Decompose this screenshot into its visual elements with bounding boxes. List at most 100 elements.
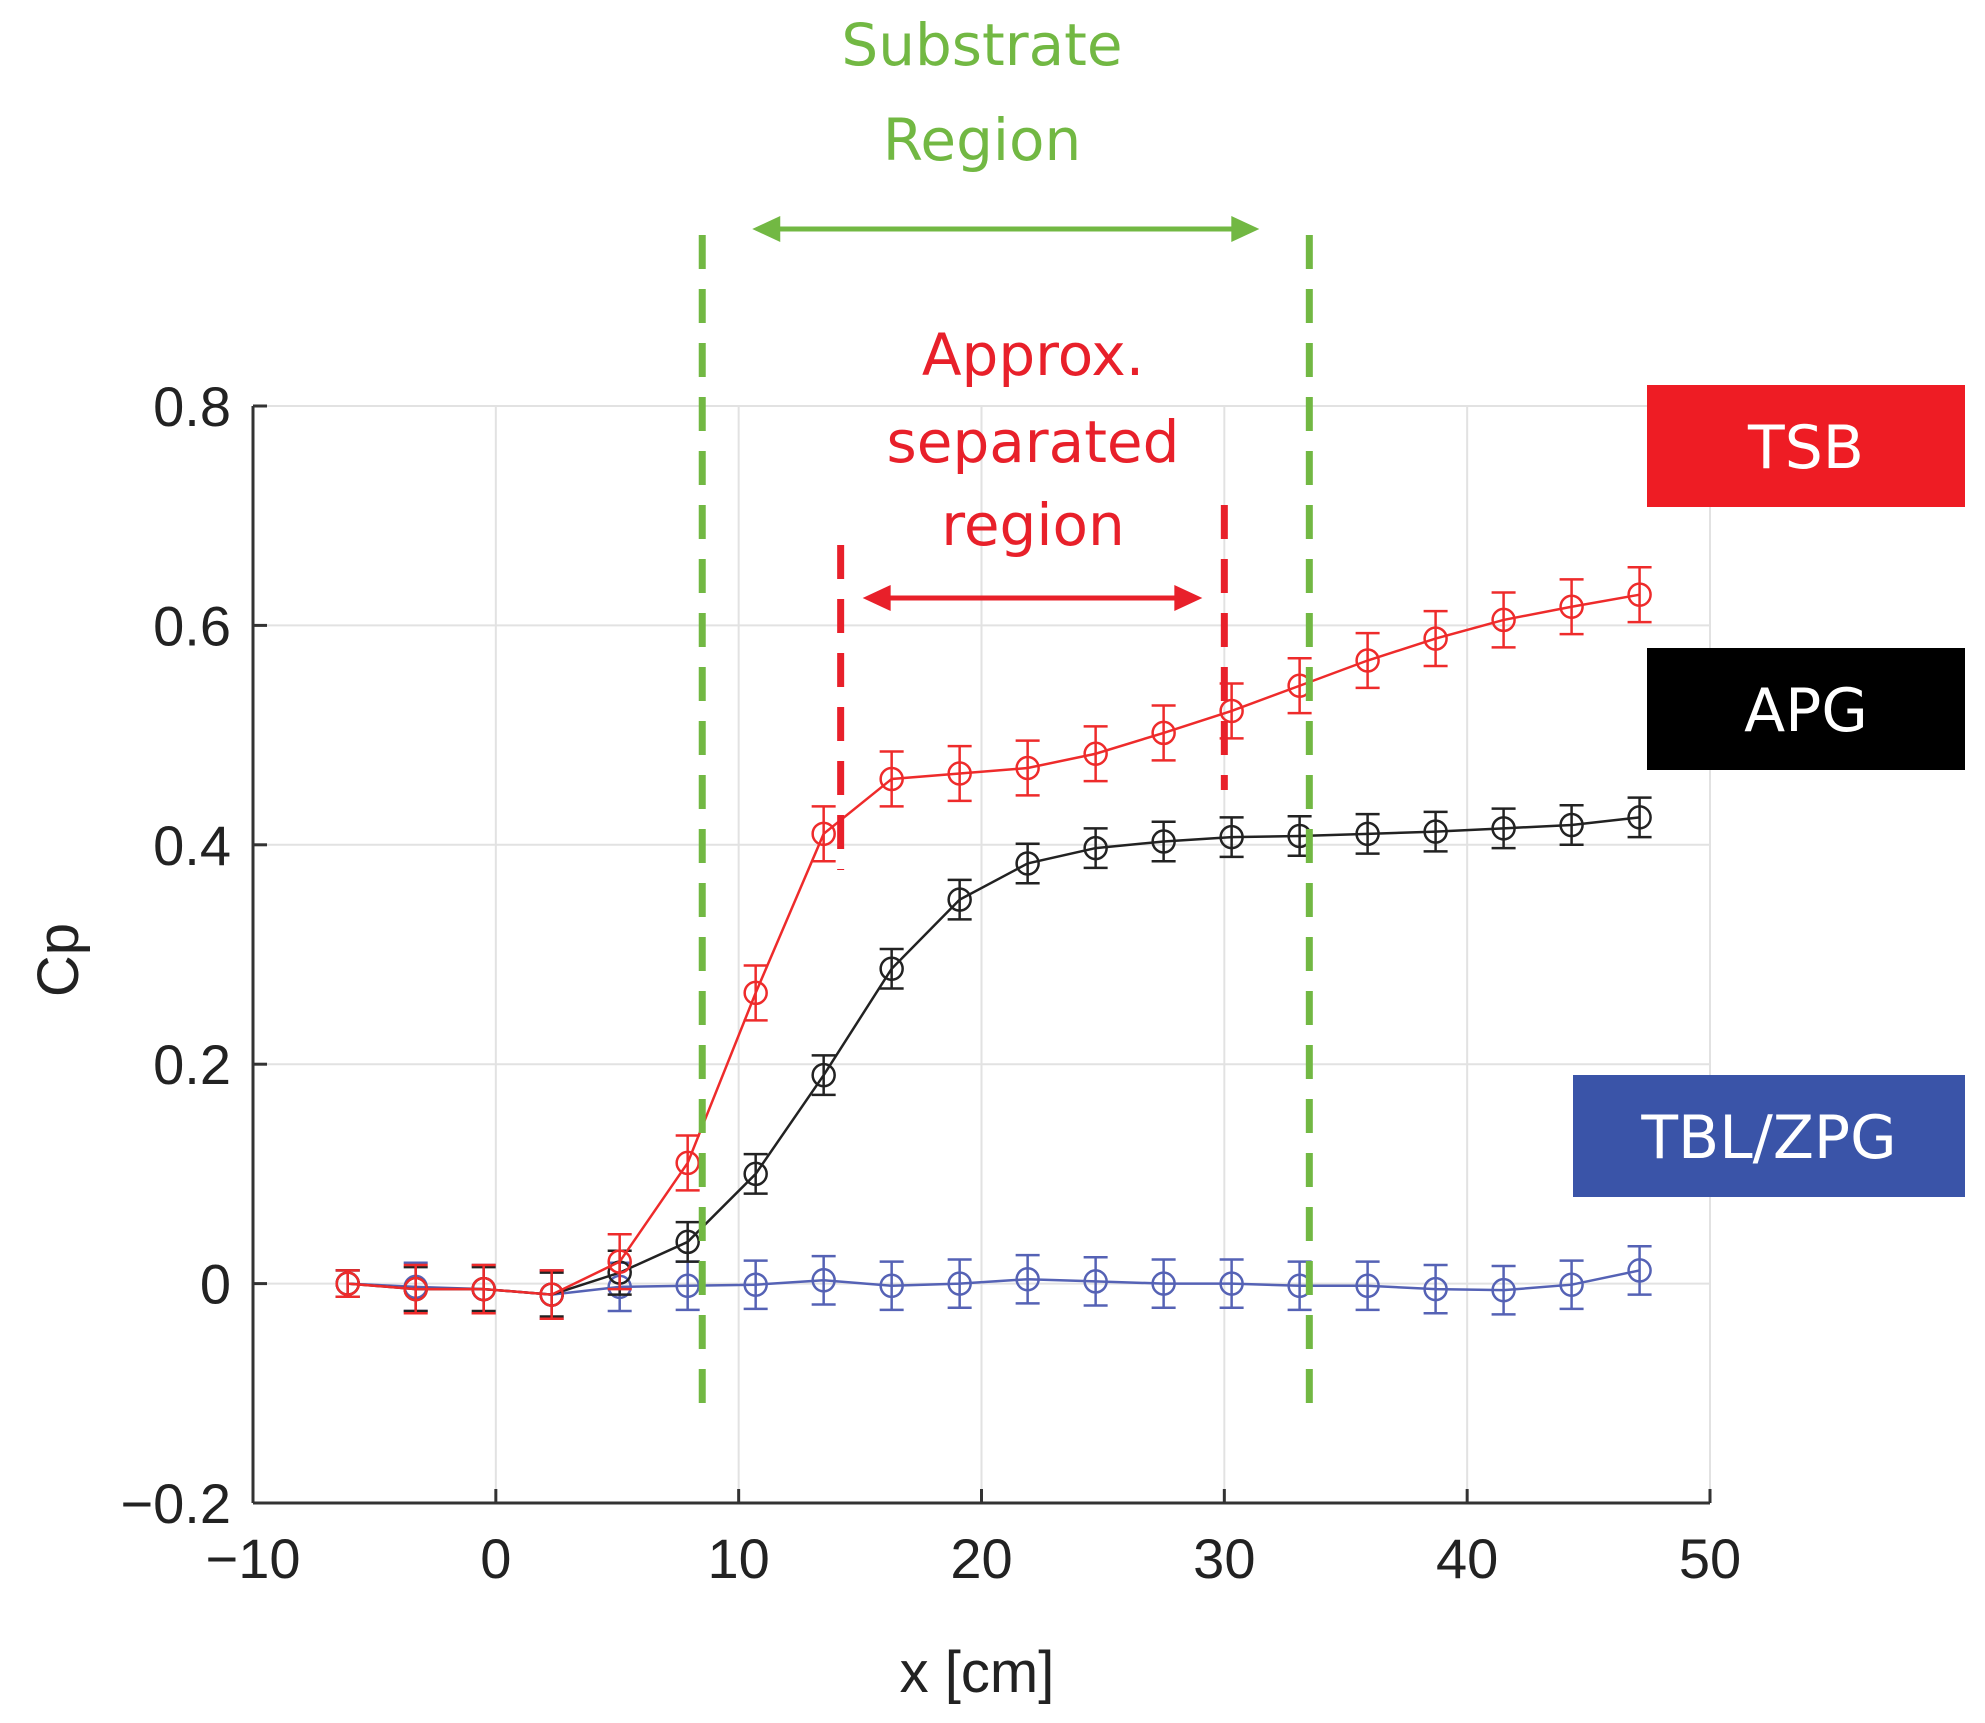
data-point-tsb [1083,741,1108,766]
error-bar-tsb [1015,739,1040,797]
error-bar-tsb [1559,578,1584,636]
data-point-apg [1559,812,1584,838]
x-tick-label: −10 [206,1527,301,1590]
error-bar-apg [1423,810,1448,853]
error-bar-tbl-zpg [947,1258,972,1309]
data-point-tsb [1151,720,1176,746]
series [335,566,1652,1320]
legend-apg-swatch [1647,648,1965,770]
error-bar-tbl-zpg [1423,1263,1448,1315]
data-point-tsb [1491,607,1516,633]
x-tick-label: 50 [1679,1527,1741,1590]
data-point-apg [675,1229,700,1255]
legend-tsb-swatch [1647,385,1965,507]
separated-label-line1: Approx. [922,321,1144,389]
data-point-tsb [1423,626,1448,651]
data-point-apg [1015,851,1040,876]
error-bar-tbl-zpg [743,1259,768,1311]
separated-arrow-head-right [1174,585,1203,611]
data-point-tsb [403,1276,428,1302]
error-bar-tsb [1355,631,1380,690]
data-point-tsb [607,1249,632,1274]
legend-apg-label: APG [1744,676,1868,746]
x-tick-label: 0 [480,1527,511,1590]
y-tick-label: 0.2 [153,1033,231,1096]
error-bar-tbl-zpg [1355,1260,1380,1312]
error-bar-apg [1083,827,1108,870]
legend-tbl-zpg: TBL/ZPG [1573,1075,1965,1197]
data-point-tbl-zpg [1559,1272,1584,1297]
error-bar-tsb [1491,591,1516,649]
error-bar-apg [947,878,972,921]
error-bar-apg [1219,816,1244,859]
data-point-tbl-zpg [811,1268,836,1293]
error-bar-apg [1355,812,1380,855]
data-point-tsb [335,1271,360,1296]
data-point-tbl-zpg [1219,1271,1244,1296]
error-bar-tsb [607,1232,632,1291]
data-point-tsb [1559,594,1584,620]
data-point-apg [1151,829,1176,854]
error-bar-tsb [879,750,904,808]
data-point-tbl-zpg [1627,1258,1652,1283]
y-tick-label: −0.2 [120,1472,231,1535]
error-bar-apg [1627,796,1652,839]
error-bar-tbl-zpg [1219,1258,1244,1309]
y-tick-label: 0.6 [153,594,231,657]
data-point-tbl-zpg [1151,1271,1176,1296]
error-bar-tbl-zpg [1015,1253,1040,1305]
error-bar-tbl-zpg [811,1254,836,1306]
data-point-tsb [743,980,768,1006]
series-tsb [335,566,1652,1320]
x-tick-label: 10 [708,1527,770,1590]
data-point-tbl-zpg [1083,1269,1108,1294]
data-point-tsb [879,766,904,792]
separated-label-line3: region [941,491,1124,559]
data-point-tsb [1219,698,1244,724]
x-tick-label: 30 [1193,1527,1255,1590]
error-bar-tsb [471,1263,496,1315]
separated-label-line2: separated [887,408,1180,476]
error-bar-tbl-zpg [1083,1256,1108,1307]
legend-tsb: TSB [1647,385,1965,507]
error-bar-tbl-zpg [1491,1264,1516,1316]
error-bar-apg [1151,820,1176,863]
error-bar-apg [743,1152,768,1195]
grid [253,405,1711,1503]
data-point-apg [1219,824,1244,850]
data-point-tsb [1627,582,1652,607]
error-bar-tsb [1423,609,1448,668]
data-point-tbl-zpg [947,1271,972,1296]
error-bar-tbl-zpg [1559,1259,1584,1311]
y-tick-label: 0 [200,1253,231,1316]
error-bar-tsb [811,805,836,863]
data-point-apg [947,887,972,912]
substrate-label-line1: Substrate [841,11,1122,79]
y-axis-label: Cp [26,923,91,997]
data-point-apg [1355,821,1380,847]
separated-arrow-head-left [862,585,891,611]
error-bar-apg [811,1054,836,1097]
error-bar-tbl-zpg [1151,1258,1176,1309]
data-point-apg [811,1062,836,1088]
data-point-tsb [811,821,836,847]
error-bar-apg [1015,842,1040,885]
x-axis-label: x [cm] [900,1640,1055,1705]
legend-tsb-label: TSB [1747,413,1864,483]
y-tick-label: 0.8 [153,375,231,438]
legend-tbl-zpg-swatch [1573,1075,1965,1197]
substrate-arrow-head-right [1231,216,1260,242]
data-point-tsb [947,761,972,786]
data-point-apg [1083,835,1108,861]
annotation-lines [698,216,1313,1405]
data-point-tbl-zpg [1015,1266,1040,1292]
error-bar-tsb [675,1134,700,1192]
data-point-apg [879,956,904,982]
error-bar-tbl-zpg [879,1260,904,1312]
error-bar-apg [879,947,904,990]
data-point-tsb [471,1276,496,1302]
substrate-arrow-head-left [752,216,781,242]
data-point-tbl-zpg [879,1273,904,1299]
